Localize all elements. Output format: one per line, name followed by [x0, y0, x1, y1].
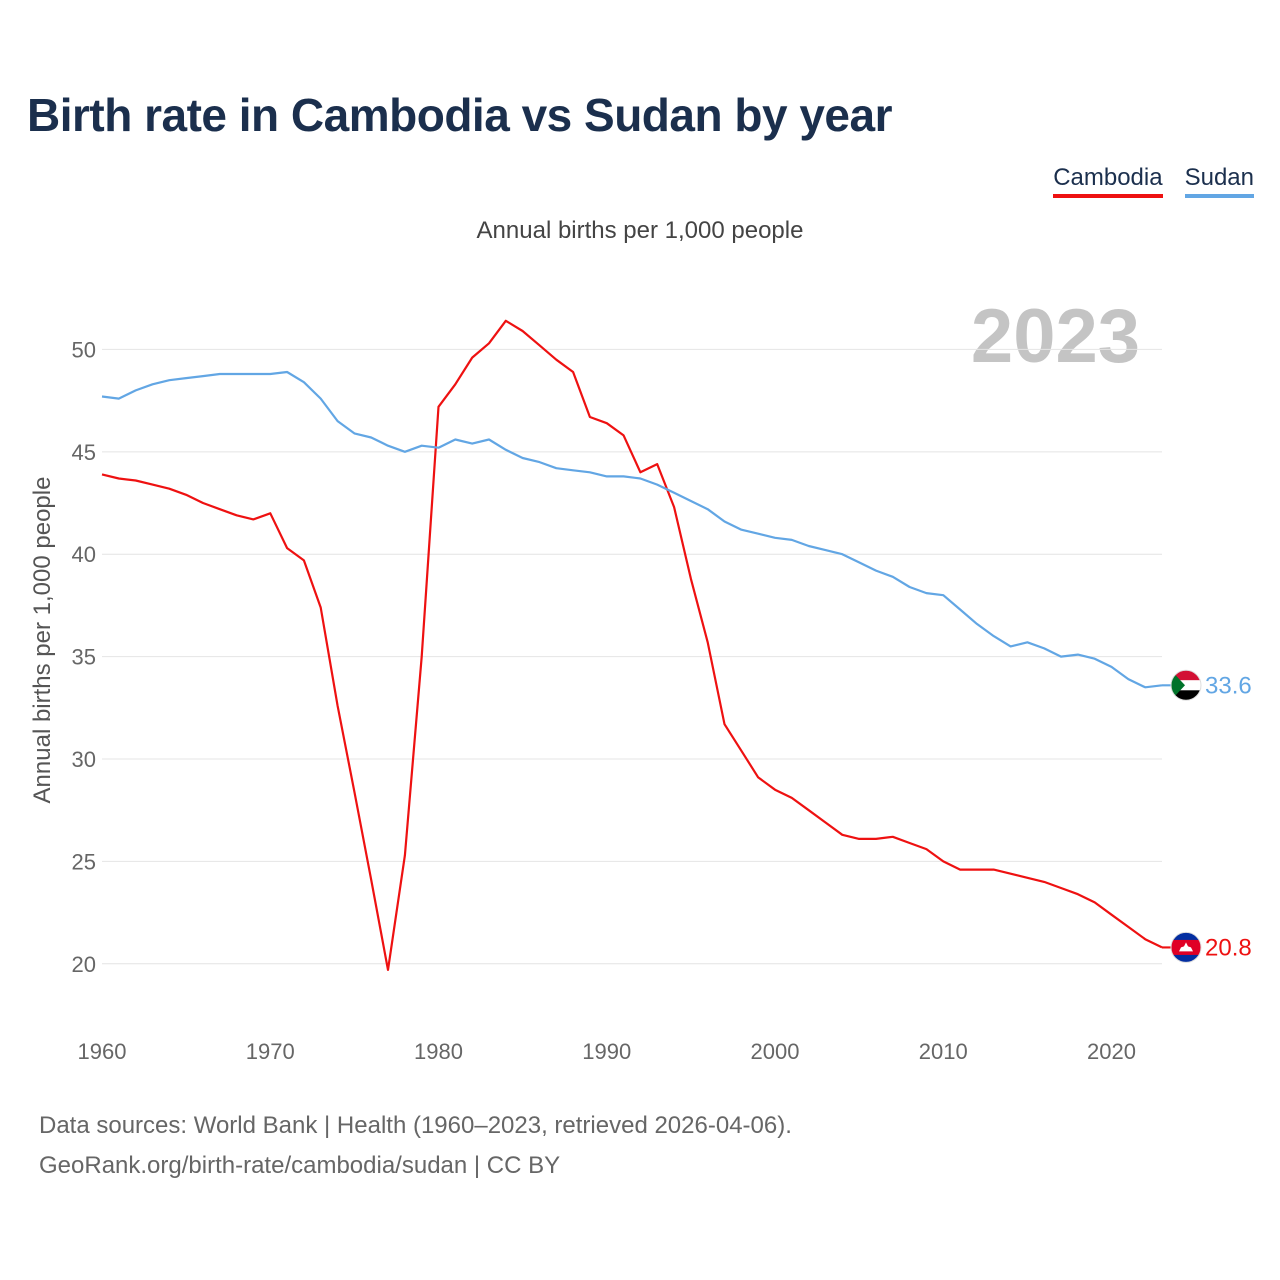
sudan-flag-icon: [1170, 669, 1202, 701]
source-line-2[interactable]: GeoRank.org/birth-rate/cambodia/sudan | …: [39, 1152, 561, 1179]
legend: Cambodia Sudan: [1053, 164, 1254, 198]
series-group: [101, 319, 1186, 972]
y-tick-label-40: 40: [72, 542, 96, 567]
x-tick-label-1990: 1990: [582, 1039, 631, 1064]
x-tick-label-1980: 1980: [414, 1039, 463, 1064]
chart-title: Birth rate in Cambodia vs Sudan by year: [27, 89, 892, 141]
source-note: Data sources: World Bank | Health (1960–…: [39, 1106, 792, 1186]
end-markers: 20.8 33.6: [1170, 669, 1252, 963]
y-axis-ticks: 20 25 30 35 40 45 50: [72, 337, 96, 976]
x-tick-label-1970: 1970: [246, 1039, 295, 1064]
y-tick-label-45: 45: [72, 440, 96, 465]
y-tick-label-20: 20: [72, 952, 96, 977]
year-watermark: 2023: [971, 294, 1140, 379]
source-line-1: Data sources: World Bank | Health (1960–…: [39, 1112, 792, 1139]
end-label-sudan: 33.6: [1205, 672, 1252, 699]
legend-item-cambodia[interactable]: Cambodia: [1053, 164, 1163, 198]
series-line-cambodia: [101, 319, 1163, 972]
x-axis-ticks: 1960 1970 1980 1990 2000 2010 2020: [78, 1039, 1136, 1064]
end-label-cambodia: 20.8: [1205, 934, 1252, 961]
legend-item-sudan[interactable]: Sudan: [1184, 164, 1254, 198]
y-tick-label-25: 25: [72, 849, 96, 874]
y-tick-label-30: 30: [72, 747, 96, 772]
x-tick-label-2010: 2010: [919, 1039, 968, 1064]
y-axis-label: Annual births per 1,000 people: [29, 477, 56, 804]
series-line-sudan: [101, 370, 1163, 689]
x-tick-label-2000: 2000: [751, 1039, 800, 1064]
x-tick-label-1960: 1960: [78, 1039, 127, 1064]
cambodia-flag-icon: [1170, 931, 1202, 963]
chart-subtitle: Annual births per 1,000 people: [476, 217, 804, 244]
y-tick-label-35: 35: [72, 645, 96, 670]
x-tick-label-2020: 2020: [1087, 1039, 1136, 1064]
y-tick-label-50: 50: [72, 337, 96, 362]
